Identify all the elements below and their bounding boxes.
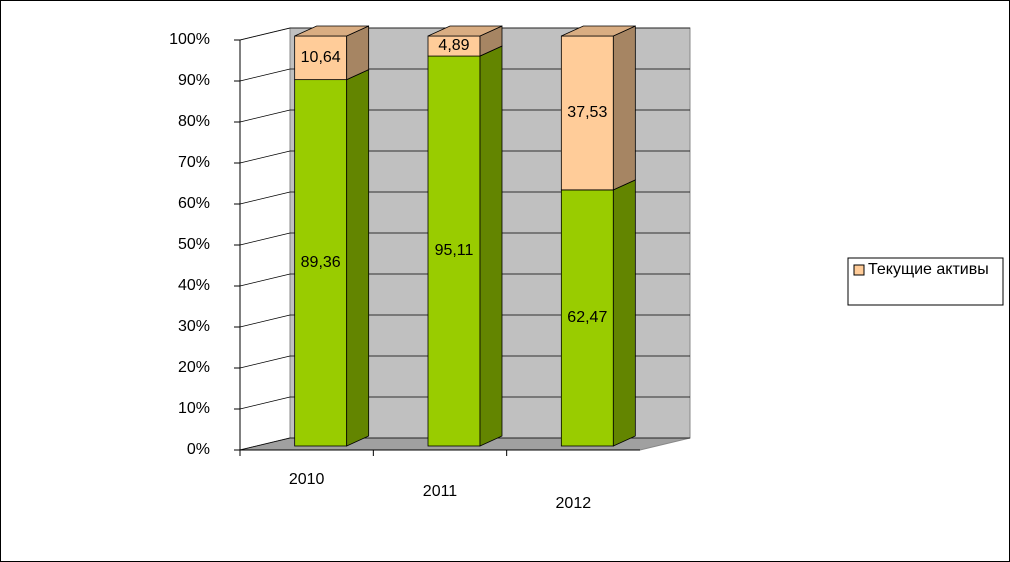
bar-top (427, 25, 503, 37)
y-tick-label: 60% (178, 195, 210, 212)
y-tick-label: 20% (178, 359, 210, 376)
x-tick-label: 2010 (289, 471, 325, 488)
grid-line (239, 68, 690, 82)
legend-label: Текущие активы (868, 261, 989, 278)
y-tick-label: 10% (178, 400, 210, 417)
bar-segment (560, 25, 636, 191)
bar-front (560, 35, 614, 191)
value-label: 95,11 (435, 242, 474, 259)
grid-line (239, 109, 690, 123)
bar-side (346, 69, 370, 447)
grid-line (239, 314, 690, 328)
value-label: 10,64 (301, 49, 341, 66)
y-tick-label: 100% (169, 31, 210, 48)
grid-line (239, 355, 690, 369)
legend-swatch (853, 264, 865, 276)
bar-segment (427, 25, 503, 57)
grid-line (239, 396, 690, 410)
grid-line (239, 150, 690, 164)
bar-segment (294, 25, 370, 81)
y-tick-label: 0% (187, 441, 210, 458)
bar-front (427, 55, 481, 447)
bar-side (612, 179, 636, 447)
x-tick-label: 2011 (423, 483, 458, 500)
y-tick-label: 90% (178, 72, 210, 89)
y-tick-label: 80% (178, 113, 210, 130)
y-tick-label: 70% (178, 154, 210, 171)
grid-line (239, 437, 690, 451)
y-tick-label: 30% (178, 318, 210, 335)
y-tick-label: 40% (178, 277, 210, 294)
grid-line (239, 191, 690, 205)
bar-top (561, 25, 636, 37)
legend-box (847, 257, 1004, 306)
value-label: 37,53 (567, 104, 607, 121)
value-label: 89,36 (301, 254, 341, 271)
bar-top (294, 25, 369, 37)
grid-line (239, 273, 690, 287)
grid-line (239, 232, 690, 246)
value-label: 4,89 (438, 37, 469, 54)
bar-side (479, 45, 503, 447)
bar-segment (427, 45, 503, 447)
bar-front (560, 189, 614, 447)
x-tick-label: 2012 (556, 495, 592, 512)
y-tick-label: 50% (178, 236, 210, 253)
bar-front (294, 79, 348, 447)
value-label: 62,47 (567, 309, 607, 326)
grid-line (239, 27, 690, 41)
bar-side (612, 25, 636, 191)
